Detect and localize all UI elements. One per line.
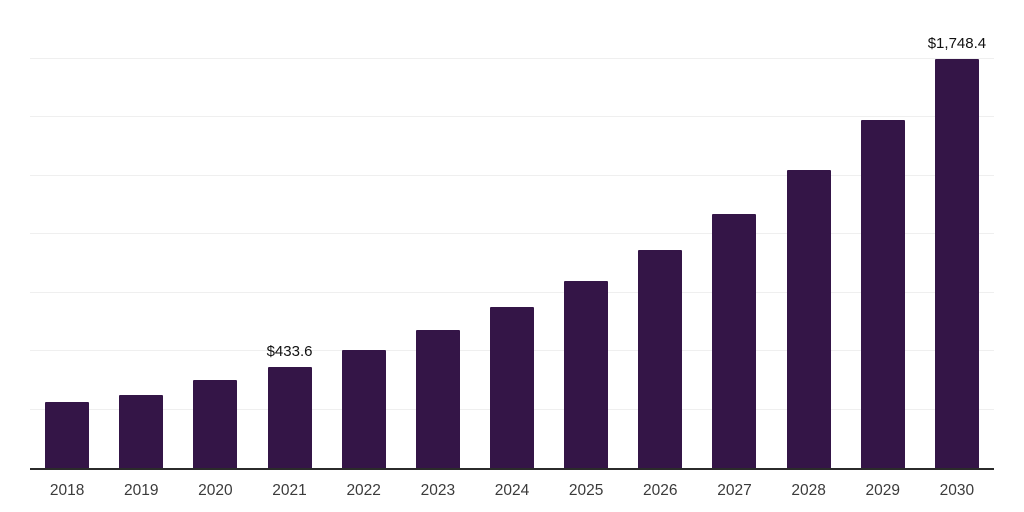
bar-band-2027 bbox=[697, 2, 771, 468]
bar-band-2023 bbox=[401, 2, 475, 468]
x-tick-2020: 2020 bbox=[198, 482, 233, 499]
gridline-1000 bbox=[30, 233, 994, 234]
x-tick-2018: 2018 bbox=[49, 482, 85, 499]
bar-2030 bbox=[934, 58, 979, 468]
bar-2022 bbox=[341, 350, 386, 468]
x-tick-2022: 2022 bbox=[346, 482, 381, 499]
bar-2026 bbox=[638, 249, 683, 468]
bar-band-2019 bbox=[104, 2, 178, 468]
x-tick-2023: 2023 bbox=[420, 482, 456, 499]
bar-2019 bbox=[119, 395, 164, 468]
data-label-2021: $433.6 bbox=[266, 342, 313, 360]
bar-2029 bbox=[860, 120, 905, 468]
bar-band-2022 bbox=[327, 2, 401, 468]
x-tick-2026: 2026 bbox=[643, 482, 678, 499]
x-tick-2021: 2021 bbox=[272, 482, 307, 499]
bar-2023 bbox=[415, 330, 460, 468]
x-tick-2028: 2028 bbox=[791, 482, 826, 499]
gridline-1500 bbox=[30, 116, 994, 117]
bar-2024 bbox=[489, 307, 534, 468]
bar-band-2026 bbox=[623, 2, 697, 468]
x-tick-2029: 2029 bbox=[865, 482, 900, 499]
x-tick-2025: 2025 bbox=[568, 482, 604, 499]
bar-band-2018 bbox=[30, 2, 104, 468]
x-axis-labels: 2018 2019 2020 2021 2022 2023 2024 2025 2026 2027… bbox=[30, 482, 994, 512]
bar-band-2021: $433.6 bbox=[252, 2, 326, 468]
bar-2025 bbox=[564, 281, 609, 468]
bar-band-2029 bbox=[846, 2, 920, 468]
gridline-750 bbox=[30, 291, 994, 293]
bar-chart: $433.6 $1,748.4 2018 2019 2020 2021 2022 2023 2… bbox=[30, 2, 994, 512]
bar-2021 bbox=[267, 366, 312, 468]
bar-band-2020 bbox=[178, 2, 252, 468]
bar-2028 bbox=[786, 170, 831, 468]
x-tick-2024: 2024 bbox=[494, 482, 530, 499]
gridline-1250 bbox=[30, 174, 994, 176]
gridline-1750 bbox=[30, 57, 994, 59]
bar-2020 bbox=[193, 379, 238, 468]
x-tick-2027: 2027 bbox=[717, 482, 752, 499]
bar-band-2024 bbox=[475, 2, 549, 468]
data-label-2030: $1,748.4 bbox=[927, 34, 987, 52]
x-tick-2030: 2030 bbox=[939, 482, 975, 499]
bar-2027 bbox=[712, 213, 757, 468]
bar-band-2028 bbox=[772, 2, 846, 468]
x-tick-2019: 2019 bbox=[123, 482, 159, 499]
bar-2018 bbox=[45, 402, 90, 468]
bar-band-2025 bbox=[549, 2, 623, 468]
bar-band-2030: $1,748.4 bbox=[920, 2, 994, 468]
plot-area: $433.6 $1,748.4 bbox=[30, 2, 994, 470]
